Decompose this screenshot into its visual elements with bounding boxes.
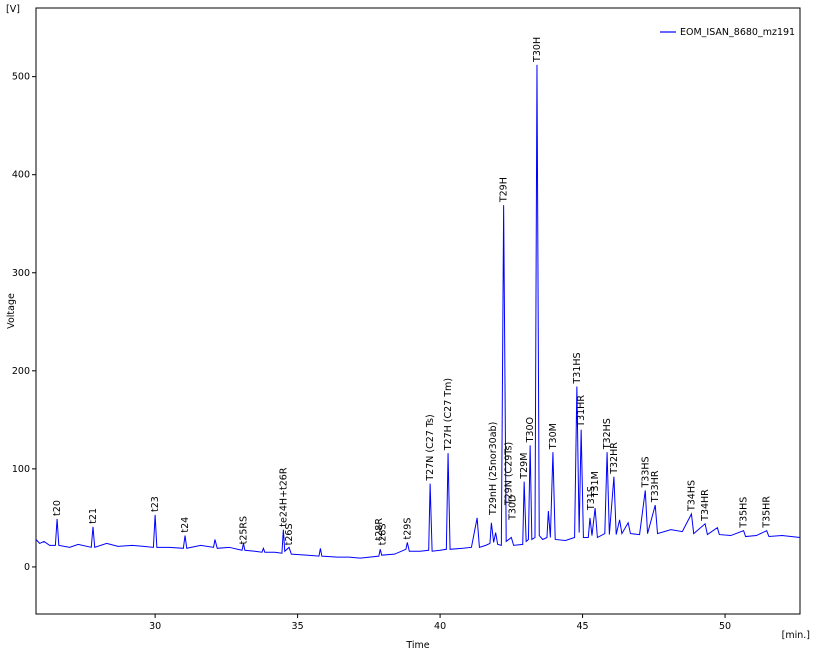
peak-label: T30M xyxy=(548,423,559,450)
y-axis-label: Voltage xyxy=(6,293,17,329)
peak-label: t25RS xyxy=(238,516,249,544)
peak-label: t29S xyxy=(402,518,413,540)
x-tick-label: 50 xyxy=(719,621,731,632)
x-axis-label: Time xyxy=(405,640,429,651)
peak-label: t21 xyxy=(88,508,99,524)
peak-label: T33HR xyxy=(650,470,661,503)
y-tick-label: 300 xyxy=(12,268,30,279)
peak-label: t24 xyxy=(180,517,191,533)
peak-label: T31HS xyxy=(572,352,583,384)
peak-label: T35HS xyxy=(739,497,750,529)
peak-label: T29nH (25nor30ab) xyxy=(488,422,499,516)
peak-label: T31M xyxy=(590,471,601,498)
trace-line xyxy=(35,64,801,559)
peak-label: te24H+t26R xyxy=(278,467,289,527)
peak-label: T30H xyxy=(532,37,543,63)
x-tick-label: 35 xyxy=(292,621,304,632)
peak-label: T29N (C29Ts) xyxy=(503,442,514,506)
x-tick-label: 40 xyxy=(434,621,446,632)
peak-label: T30D xyxy=(508,495,519,521)
peak-label: t23 xyxy=(150,496,161,512)
peak-label: T29M xyxy=(519,453,530,480)
peak-label: T34HS xyxy=(686,480,697,512)
peak-label: T31S xyxy=(586,486,597,511)
peak-label: t26S xyxy=(284,524,295,546)
y-tick-label: 400 xyxy=(12,170,30,181)
x-tick-label: 45 xyxy=(577,621,589,632)
y-tick-label: 100 xyxy=(12,464,30,475)
y-tick-label: 200 xyxy=(12,366,30,377)
peak-label: T32HS xyxy=(602,418,613,450)
peak-label: T32HR xyxy=(609,442,620,475)
x-tick-label: 30 xyxy=(149,621,161,632)
y-unit: [V] xyxy=(6,4,20,15)
y-tick-label: 500 xyxy=(12,72,30,83)
peak-label: T27H (C27 Tm) xyxy=(443,378,454,451)
peak-label: T31HR xyxy=(576,395,587,428)
x-unit: [min.] xyxy=(782,630,810,641)
peak-label: T35HR xyxy=(762,496,773,529)
y-tick-label: 0 xyxy=(24,562,30,573)
peak-label: T33HS xyxy=(640,456,651,488)
plot-frame xyxy=(35,7,801,615)
peak-label: t20 xyxy=(52,500,63,516)
peak-label: T34HR xyxy=(700,489,711,522)
peak-label: T27N (C27 Ts) xyxy=(425,414,436,481)
peak-label: t28S xyxy=(378,524,389,546)
peak-label: T30O xyxy=(525,417,536,443)
peak-label: t28R xyxy=(374,518,385,541)
legend-label: EOM_ISAN_8680_mz191 xyxy=(680,27,795,38)
peak-label: T29H xyxy=(499,177,510,203)
